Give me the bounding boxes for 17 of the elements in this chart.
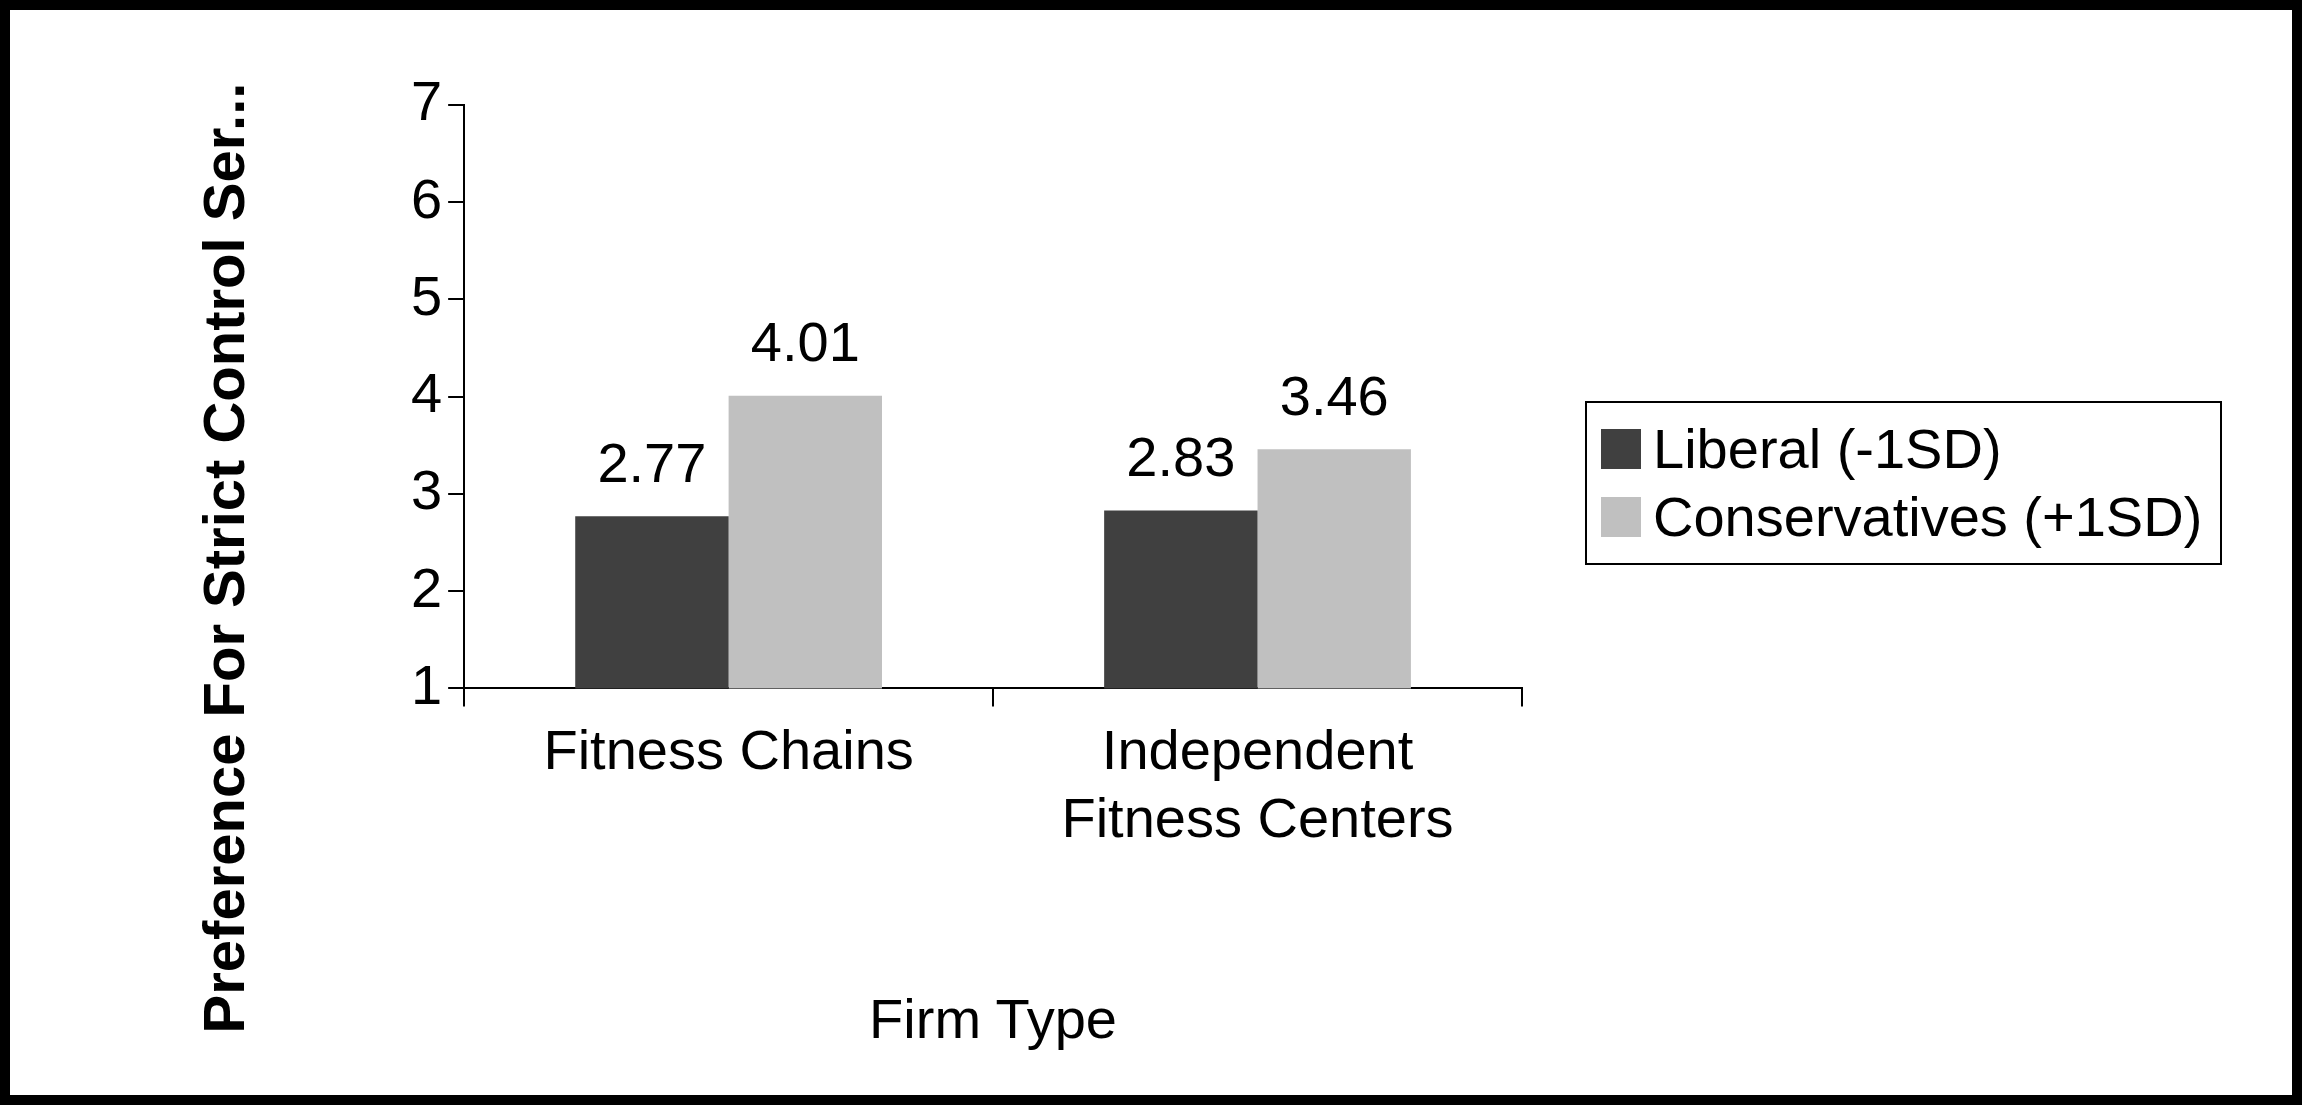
- y-tick-label: 2: [410, 555, 443, 619]
- data-label: 3.46: [1279, 363, 1389, 427]
- y-tick-label: 3: [410, 458, 443, 522]
- y-tick-label: 4: [410, 361, 443, 425]
- legend-label: Liberal (-1SD): [1653, 416, 2002, 482]
- data-label: 2.77: [597, 430, 707, 494]
- x-tick-label: Fitness Chains: [543, 718, 914, 782]
- x-tick-label: Independent Fitness Centers: [1061, 718, 1454, 849]
- data-label: 2.83: [1126, 424, 1236, 488]
- y-tick-label: 1: [410, 652, 443, 716]
- y-tick-label: 6: [410, 166, 443, 230]
- y-tick-label: 7: [410, 69, 443, 133]
- y-tick-label: 5: [410, 263, 443, 327]
- legend-label: Conservatives (+1SD): [1653, 484, 2203, 550]
- y-axis-title: Preference For Strict Control Ser...: [191, 82, 256, 1034]
- data-label: 4.01: [750, 310, 860, 374]
- x-axis-title: Firm Type: [869, 986, 1118, 1050]
